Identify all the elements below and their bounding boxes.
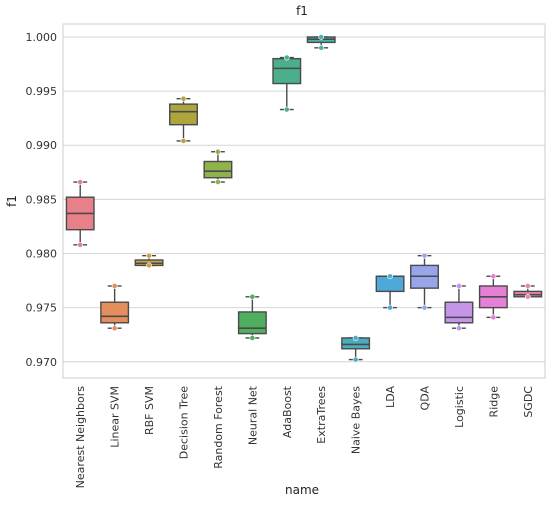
data-point xyxy=(180,138,187,144)
data-point xyxy=(421,304,428,311)
x-tick-label: Logistic xyxy=(453,386,466,428)
box-random-forest xyxy=(203,148,233,185)
box-linear-svm xyxy=(100,283,130,332)
boxes-layer xyxy=(65,34,543,363)
x-tick-label: Nearest Neighbors xyxy=(74,386,87,489)
y-tick-label: 1.000 xyxy=(26,31,58,44)
box-iqr xyxy=(444,301,474,324)
data-point xyxy=(249,293,256,300)
x-tick-label: Linear SVM xyxy=(109,386,122,448)
box-logistic xyxy=(444,283,474,332)
data-point xyxy=(490,273,497,280)
box-ridge xyxy=(478,273,508,321)
box-lda xyxy=(375,273,405,311)
data-point xyxy=(352,335,359,341)
box-qda xyxy=(410,252,439,311)
y-axis-title: f1 xyxy=(5,195,19,207)
x-tick-label: QDA xyxy=(419,386,432,411)
x-axis-ticks: Nearest Neighbors Linear SVM RBF SVM Decisi… xyxy=(74,385,535,488)
data-point xyxy=(456,325,462,332)
box-neural-net xyxy=(237,293,267,341)
x-tick-label: Ridge xyxy=(487,386,500,418)
box-extratrees xyxy=(306,34,336,51)
data-point xyxy=(283,54,290,61)
data-point xyxy=(180,95,187,102)
data-point xyxy=(318,44,325,51)
data-point xyxy=(387,273,393,280)
x-axis-title: name xyxy=(285,483,319,497)
data-point xyxy=(524,293,531,300)
x-tick-label: Decision Tree xyxy=(178,386,191,459)
data-point xyxy=(283,106,290,113)
data-point xyxy=(524,283,531,289)
x-tick-label: ExtraTrees xyxy=(315,386,328,444)
box-iqr xyxy=(272,57,302,85)
box-rbf-svm xyxy=(134,252,164,269)
x-tick-label: AdaBoost xyxy=(281,385,294,438)
x-tick-label: LDA xyxy=(384,386,397,408)
data-point xyxy=(421,252,428,259)
data-point xyxy=(387,304,393,311)
y-tick-label: 0.985 xyxy=(26,193,58,206)
y-tick-label: 0.980 xyxy=(26,248,58,261)
data-point xyxy=(77,241,84,248)
data-point xyxy=(352,356,359,363)
data-point xyxy=(111,283,118,289)
data-point xyxy=(146,262,152,269)
plot-area-frame xyxy=(62,23,546,379)
box-sgdc xyxy=(513,283,543,300)
y-tick-label: 0.995 xyxy=(26,85,58,98)
data-point xyxy=(215,148,221,155)
data-point xyxy=(249,335,256,341)
x-tick-label: SGDC xyxy=(522,386,535,418)
data-point xyxy=(490,314,497,321)
x-tick-label: RBF SVM xyxy=(143,386,156,435)
data-point xyxy=(318,34,325,40)
x-tick-label: Naive Bayes xyxy=(350,386,363,454)
y-tick-label: 0.970 xyxy=(26,356,58,369)
y-axis-ticks: 0.970 0.975 0.980 0.985 0.990 0.995 1.000 xyxy=(26,31,58,369)
box-iqr xyxy=(237,311,267,335)
box-naive-bayes xyxy=(341,335,371,363)
data-point xyxy=(111,325,118,332)
chart-title: f1 xyxy=(296,4,308,18)
box-iqr xyxy=(100,301,130,324)
y-tick-label: 0.975 xyxy=(26,302,58,315)
data-point xyxy=(215,179,221,185)
box-decision-tree xyxy=(169,95,198,144)
grid-layer xyxy=(63,36,545,363)
box-adaboost xyxy=(272,54,302,113)
x-tick-label: Random Forest xyxy=(212,385,225,468)
data-point xyxy=(146,252,152,259)
box-iqr xyxy=(169,103,198,126)
data-point xyxy=(456,283,462,289)
box-nearest-neighbors xyxy=(65,179,95,248)
y-tick-label: 0.990 xyxy=(26,139,58,152)
box-iqr xyxy=(203,160,233,179)
data-point xyxy=(77,179,84,185)
x-tick-label: Neural Net xyxy=(246,385,259,445)
